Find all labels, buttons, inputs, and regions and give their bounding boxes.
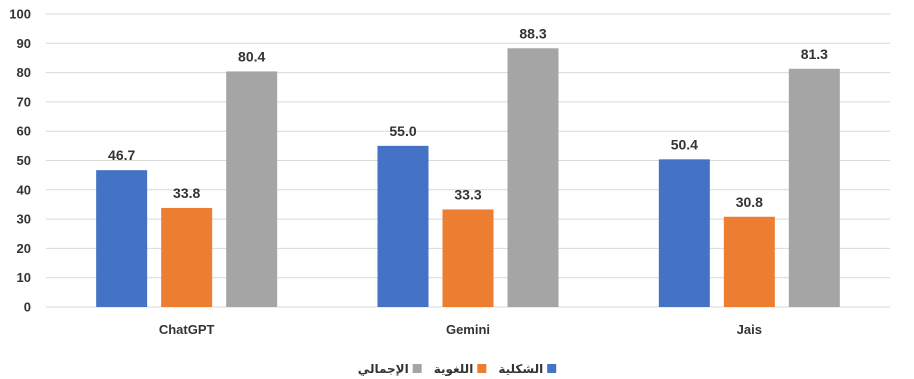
- bars: [96, 48, 840, 307]
- legend-swatch: [547, 364, 557, 373]
- y-tick-label: 20: [17, 241, 31, 256]
- x-axis-category-labels: ChatGPT Gemini Jais: [159, 322, 762, 337]
- y-tick-label: 100: [9, 7, 31, 22]
- data-label: 80.4: [238, 48, 265, 64]
- data-label: 30.8: [736, 194, 763, 210]
- bar: [723, 216, 775, 307]
- bar: [161, 207, 213, 307]
- y-tick-label: 70: [17, 94, 31, 109]
- bar: [96, 170, 148, 307]
- bar: [226, 71, 278, 307]
- y-tick-label: 0: [24, 300, 31, 315]
- bar: [377, 145, 429, 307]
- data-label: 88.3: [519, 25, 546, 41]
- legend: الشكلية اللغوية الإجمالي: [358, 362, 557, 377]
- bar: [788, 68, 840, 307]
- legend-swatch: [412, 364, 422, 373]
- y-tick-label: 30: [17, 212, 31, 227]
- y-tick-label: 10: [17, 270, 31, 285]
- category-label: Gemini: [446, 322, 490, 337]
- category-label: Jais: [737, 322, 762, 337]
- data-label: 81.3: [801, 46, 828, 62]
- y-tick-label: 90: [17, 36, 31, 51]
- legend-label: اللغوية: [434, 362, 474, 377]
- bar: [507, 48, 559, 307]
- data-labels: 46.7 33.8 80.4 55.0 33.3 88.3 50.4 30.8 81.3: [108, 25, 828, 209]
- legend-swatch: [477, 364, 487, 373]
- y-tick-label: 80: [17, 65, 31, 80]
- y-tick-label: 60: [17, 124, 31, 139]
- y-tick-label: 50: [17, 153, 31, 168]
- legend-label: الإجمالي: [358, 362, 409, 376]
- legend-label: الشكلية: [498, 362, 543, 376]
- data-label: 55.0: [389, 123, 416, 139]
- y-axis-tick-labels: 0 10 20 30 40 50 60 70 80 90 100: [9, 7, 31, 315]
- data-label: 46.7: [108, 147, 135, 163]
- data-label: 50.4: [671, 136, 698, 152]
- y-tick-label: 40: [17, 182, 31, 197]
- category-label: ChatGPT: [159, 322, 215, 337]
- data-label: 33.8: [173, 185, 200, 201]
- bar: [658, 159, 710, 307]
- bar: [442, 209, 494, 307]
- data-label: 33.3: [454, 186, 481, 202]
